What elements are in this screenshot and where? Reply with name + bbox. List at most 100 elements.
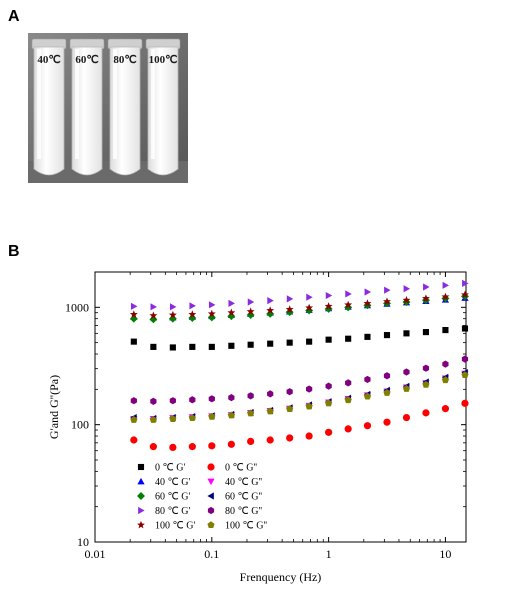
data-point	[441, 294, 450, 303]
legend-entry: 40 ℃ G'	[137, 477, 190, 488]
data-point	[461, 294, 469, 301]
data-point	[228, 342, 235, 349]
data-point	[129, 314, 138, 323]
legend-marker	[207, 506, 215, 515]
data-point	[441, 375, 450, 382]
data-point	[325, 399, 333, 406]
data-point	[149, 313, 157, 321]
data-point	[286, 339, 293, 346]
legend-label: 40 ℃ G''	[225, 477, 262, 488]
x-tick-label: 0.1	[204, 547, 219, 561]
data-point	[227, 410, 235, 419]
data-point	[324, 304, 333, 313]
data-point	[441, 292, 450, 301]
test-tube: 60℃	[69, 38, 105, 176]
data-point	[441, 405, 450, 413]
data-point	[383, 332, 391, 339]
data-point	[227, 311, 235, 318]
data-point	[344, 303, 353, 312]
data-point	[208, 301, 216, 309]
data-point	[305, 432, 313, 440]
data-point	[422, 409, 430, 417]
data-point	[403, 330, 410, 337]
data-point	[286, 295, 294, 303]
data-point	[306, 385, 313, 393]
data-point	[130, 338, 137, 345]
data-point	[286, 434, 294, 442]
data-point	[227, 308, 236, 317]
legend-label: 100 ℃ G'	[155, 521, 195, 532]
data-point	[266, 436, 274, 444]
data-point	[129, 310, 138, 318]
data-point	[247, 410, 255, 417]
data-point	[227, 412, 235, 419]
series	[129, 290, 469, 319]
data-point	[189, 396, 196, 404]
data-point	[208, 412, 216, 420]
series	[130, 355, 469, 405]
data-point	[423, 283, 430, 291]
tube-highlight	[151, 49, 155, 159]
data-point	[130, 313, 138, 320]
legend-entry: 0 ℃ G'	[137, 463, 185, 474]
data-point	[246, 311, 255, 319]
data-point	[325, 428, 333, 436]
data-point	[461, 371, 469, 379]
data-point	[189, 302, 196, 310]
data-point	[305, 402, 313, 410]
data-point	[130, 436, 138, 444]
data-point	[208, 412, 215, 420]
data-point	[306, 293, 313, 301]
data-point	[247, 392, 254, 400]
x-tick-label: 10	[439, 547, 451, 561]
tube-body	[33, 46, 65, 176]
data-point	[188, 314, 197, 323]
legend-entry: 80 ℃ G'	[138, 506, 190, 517]
data-point	[403, 368, 410, 376]
data-point	[345, 335, 352, 342]
data-point	[150, 397, 157, 405]
data-point	[305, 303, 314, 312]
legend-marker	[138, 506, 145, 515]
data-point	[266, 406, 274, 415]
data-point	[188, 313, 196, 320]
data-point	[422, 294, 430, 302]
legend-entry: 40 ℃ G''	[207, 477, 262, 488]
data-point	[169, 413, 176, 422]
legend-marker	[137, 477, 145, 485]
data-point	[149, 311, 158, 319]
data-point	[130, 397, 137, 405]
tube-label: 60℃	[75, 54, 98, 66]
data-point	[402, 296, 411, 304]
data-point	[383, 372, 391, 380]
tube-label: 40℃	[37, 54, 60, 66]
legend-entry: 0 ℃ G''	[207, 463, 257, 474]
series	[130, 371, 469, 423]
data-point	[325, 291, 333, 300]
data-point	[442, 327, 449, 334]
data-point	[189, 343, 196, 350]
data-point	[149, 416, 157, 423]
data-point	[363, 299, 372, 307]
data-point	[149, 416, 157, 423]
data-point	[363, 392, 372, 399]
tube-label: 100℃	[149, 54, 178, 66]
data-point	[383, 299, 391, 308]
data-point	[266, 408, 274, 415]
data-point	[345, 290, 352, 298]
photo-test-tubes: 40℃ 60℃ 80℃ 100℃	[28, 33, 188, 183]
tube-body	[147, 46, 179, 176]
data-point	[208, 343, 215, 350]
legend-entry: 80 ℃ G''	[207, 506, 262, 517]
data-point	[169, 443, 177, 452]
data-point	[285, 305, 294, 313]
data-point	[188, 443, 196, 451]
tube-body	[71, 46, 103, 176]
data-point	[247, 298, 255, 306]
data-point	[208, 442, 216, 450]
y-tick-label: 10	[77, 535, 89, 549]
legend-marker	[207, 521, 215, 529]
data-point	[169, 397, 176, 405]
legend-marker	[137, 492, 145, 500]
data-point	[461, 368, 468, 377]
